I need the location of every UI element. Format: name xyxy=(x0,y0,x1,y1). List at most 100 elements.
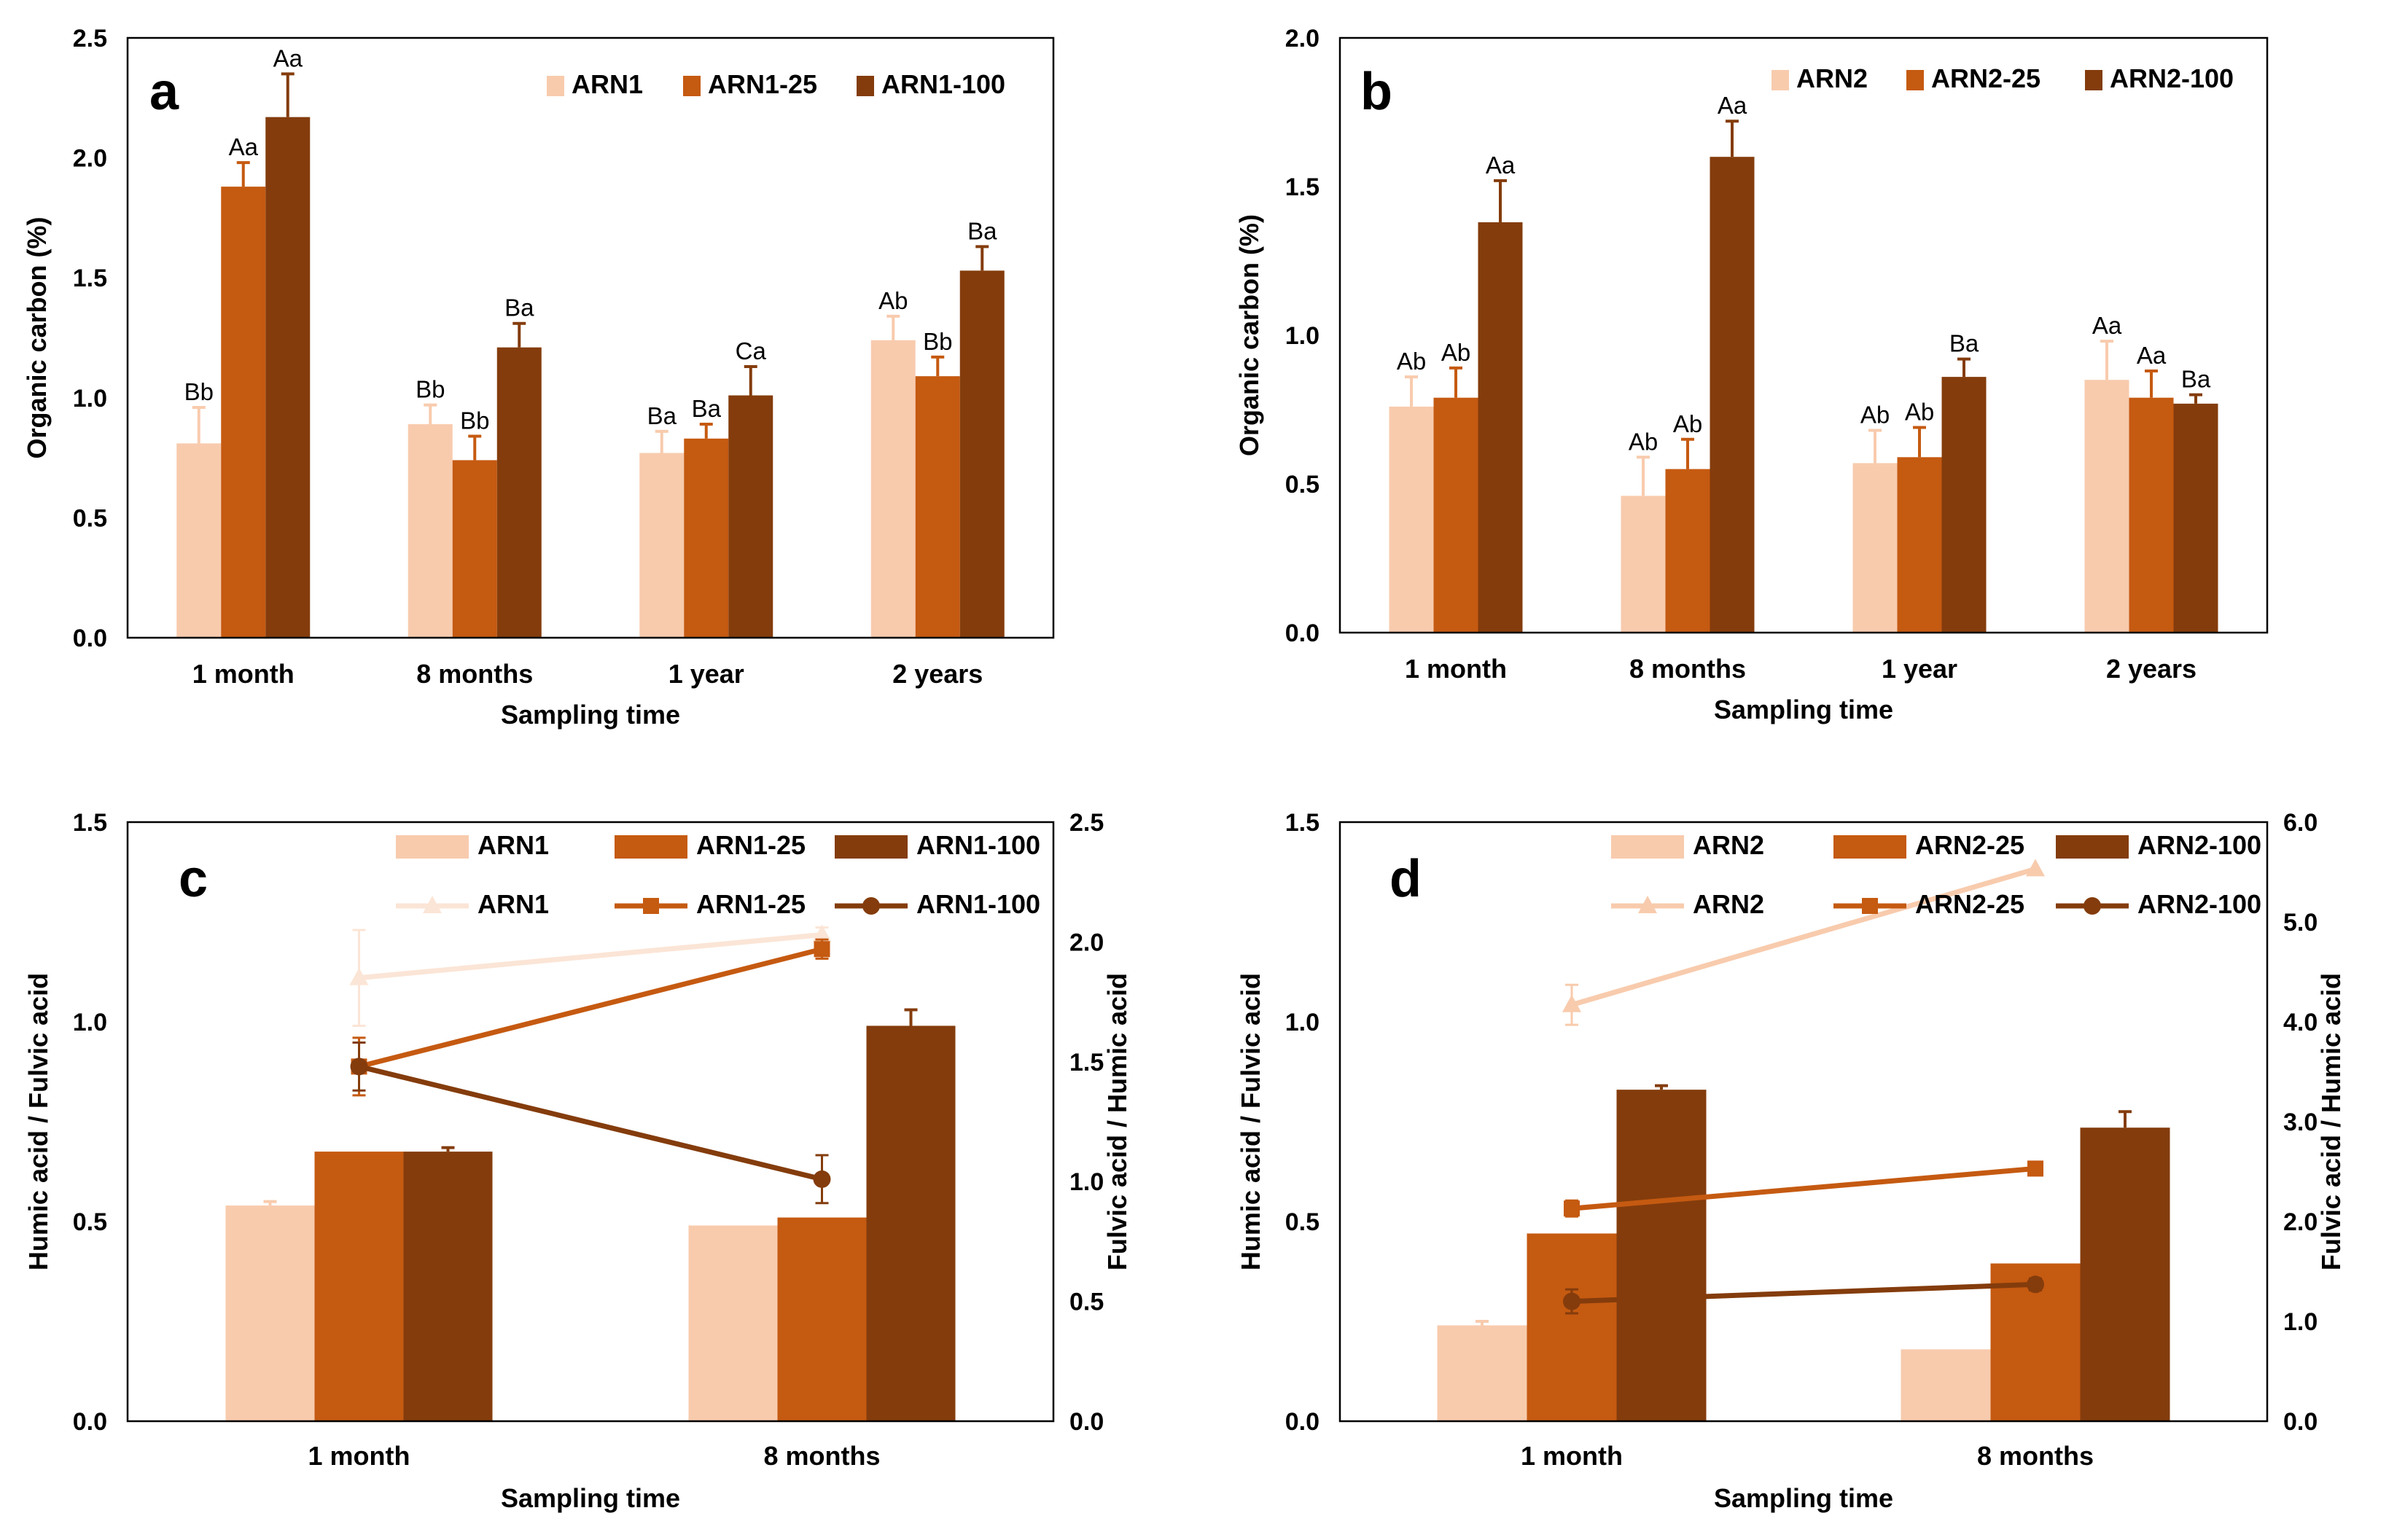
legend-swatch xyxy=(1771,70,1789,90)
y-tick-label: 1.5 xyxy=(73,809,107,837)
bar-arn2 xyxy=(1437,1325,1527,1421)
legend-swatch xyxy=(835,835,908,859)
y-tick-label: 0.0 xyxy=(73,1408,107,1436)
significance-label: Aa xyxy=(229,133,259,160)
legend-label: ARN1-25 xyxy=(696,889,806,919)
x-tick-label: 1 month xyxy=(1405,654,1507,684)
significance-label: Aa xyxy=(1486,152,1516,179)
y2-tick-label: 5.0 xyxy=(2283,909,2318,937)
legend-label: ARN2-100 xyxy=(2137,889,2261,919)
line-marker xyxy=(2027,1275,2044,1294)
legend-marker xyxy=(2084,897,2101,915)
chart-panel-b: 0.0 0.5 1.0 1.5 2.0 Ab Ab Ab Aa Ab Ab Ab Aa Aa Aa Ba Ba 1… xyxy=(1234,25,2269,724)
legend-label: ARN1-100 xyxy=(916,830,1040,860)
y-axis-title: Humic acid / Fulvic acid xyxy=(23,973,53,1270)
line-arn1 xyxy=(359,932,822,981)
legend-swatch xyxy=(2085,70,2102,90)
bar-arn2-100 xyxy=(1478,222,1523,633)
bar-arn1 xyxy=(176,443,222,638)
y-axis-title: Humic acid / Fulvic acid xyxy=(1236,973,1266,1270)
significance-label: Bb xyxy=(184,378,214,405)
y-tick-label: 0.5 xyxy=(73,1208,107,1236)
bar-arn2-100 xyxy=(2080,1127,2170,1421)
line-arn2-25 xyxy=(1571,1165,2036,1211)
legend-label: ARN1 xyxy=(478,889,549,919)
legend-marker xyxy=(643,898,659,914)
legend-label: ARN2-100 xyxy=(2137,830,2261,860)
bar-arn1-100 xyxy=(403,1152,493,1421)
bar-arn2-100 xyxy=(1616,1090,1707,1421)
y2-tick-label: 1.5 xyxy=(1069,1049,1104,1076)
bar-arn2-100 xyxy=(1941,377,1987,633)
bar-arn2-100 xyxy=(1710,157,1755,633)
line-marker xyxy=(814,941,830,958)
significance-label: Bb xyxy=(416,376,445,403)
legend-marker xyxy=(1638,896,1657,913)
plot-frame xyxy=(1338,821,2269,1423)
bar-arn1 xyxy=(870,340,916,638)
bar-arn1-100 xyxy=(866,1025,956,1421)
significance-label: Ba xyxy=(1949,330,1979,357)
x-tick-label: 1 month xyxy=(192,659,295,689)
bar-arn2 xyxy=(1389,406,1434,633)
bar-arn1-100 xyxy=(959,270,1005,638)
y2-tick-label: 2.0 xyxy=(2283,1208,2318,1236)
significance-label: Ba xyxy=(647,402,677,429)
x-tick-label: 8 months xyxy=(416,659,533,689)
legend-swatch xyxy=(2056,835,2129,859)
bar-arn1-25 xyxy=(684,438,729,638)
y-tick-label: 1.5 xyxy=(1285,173,1320,201)
y2-tick-label: 1.0 xyxy=(2283,1308,2318,1336)
significance-label: Ab xyxy=(1905,398,1934,425)
bar-arn2-25 xyxy=(1665,469,1710,633)
x-tick-label: 2 years xyxy=(892,659,983,689)
legend-label: ARN1-25 xyxy=(708,69,817,99)
legend-marker xyxy=(1862,898,1878,914)
line-arn2 xyxy=(1571,867,2036,1008)
significance-label: Aa xyxy=(2137,342,2167,369)
legend-label: ARN2-25 xyxy=(1915,830,2024,860)
bar-arn1-100 xyxy=(265,117,311,638)
line-marker xyxy=(350,1058,368,1076)
bar-arn1-25 xyxy=(915,376,960,638)
legend-label: ARN2-25 xyxy=(1931,63,2040,93)
bar-arn1 xyxy=(408,424,453,638)
bar-arn1 xyxy=(688,1225,778,1421)
y2-tick-label: 1.0 xyxy=(1069,1168,1104,1196)
panel-letter: a xyxy=(149,63,179,121)
y-tick-label: 1.0 xyxy=(1285,1009,1320,1036)
bar-arn2-25 xyxy=(1433,397,1478,633)
x-tick-label: 1 year xyxy=(669,659,744,689)
y2-tick-label: 3.0 xyxy=(2283,1109,2318,1136)
bar-arn2 xyxy=(1901,1349,1991,1421)
significance-label: Bb xyxy=(460,407,489,434)
y2-tick-label: 0.0 xyxy=(2283,1408,2318,1436)
significance-label: Ba xyxy=(967,217,997,244)
x-tick-label: 8 months xyxy=(1629,654,1746,684)
y-tick-label: 2.5 xyxy=(73,25,107,52)
legend-label: ARN1-100 xyxy=(916,889,1040,919)
legend-marker xyxy=(423,896,442,913)
significance-label: Ab xyxy=(1860,402,1890,429)
y-tick-label: 1.0 xyxy=(73,1009,107,1036)
significance-label: Ab xyxy=(1629,428,1658,455)
line-arn1-25 xyxy=(358,946,823,1069)
bar-arn2-25 xyxy=(1527,1233,1617,1421)
legend-swatch xyxy=(1906,70,1924,90)
panel-letter: b xyxy=(1360,63,1392,121)
chart-panel-d: 0.0 0.5 1.0 1.5 0.0 1.0 2.0 3.0 4.0 5.0 6.0 1 month… xyxy=(1236,809,2346,1513)
significance-label: Aa xyxy=(273,44,303,71)
y-tick-label: 0.5 xyxy=(1285,471,1320,499)
line-marker xyxy=(812,924,832,942)
line-arn2-100 xyxy=(1571,1281,2036,1305)
x-axis-title: Sampling time xyxy=(501,1483,680,1513)
significance-label: Ab xyxy=(1397,348,1426,375)
legend-label: ARN2-25 xyxy=(1915,889,2024,919)
y2-tick-label: 0.5 xyxy=(1069,1289,1104,1316)
x-tick-label: 8 months xyxy=(1977,1441,2094,1471)
legend-swatch xyxy=(857,76,874,96)
bar-arn2-100 xyxy=(2173,403,2218,633)
significance-label: Ab xyxy=(878,287,908,314)
chart-panel-a: 0.0 0.5 1.0 1.5 2.0 2.5 Bb Bb Ba Ab Aa Bb Ba Bb Aa Ba Ca… xyxy=(22,25,1055,730)
x-axis-title: Sampling time xyxy=(1714,1483,1893,1513)
